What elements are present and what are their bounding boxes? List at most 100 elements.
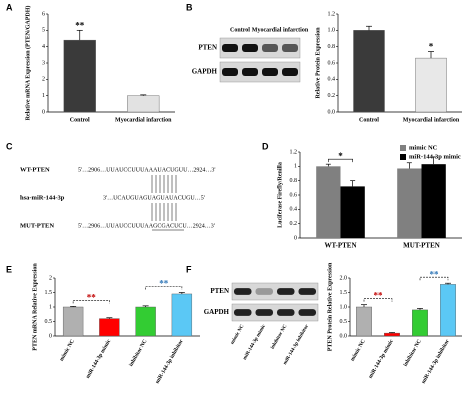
y-tick-label: 0.6 — [290, 192, 298, 198]
blot-band — [262, 68, 278, 76]
blot-row-label: PTEN — [198, 44, 217, 52]
bar — [340, 186, 365, 238]
y-tick-label: 1.2 — [328, 11, 336, 17]
blot-lane-label: miR-144-3p inhibitor — [283, 323, 310, 366]
seq: 5'…2906…UUAUCCUUUAAAUACUGUU…2924…3' — [78, 167, 216, 173]
x-tick-label: miR-144-3p mimic — [368, 338, 395, 379]
x-tick-label: Control — [359, 117, 379, 123]
bracket — [72, 300, 110, 304]
blot-row — [231, 303, 319, 322]
seq-name: MUT-PTEN — [20, 222, 54, 229]
x-tick-label: miR-144-3p inhibitor — [155, 338, 185, 385]
x-tick-label: miR-144-3p mimic — [85, 338, 112, 379]
y-tick-label: 0.5 — [340, 319, 348, 325]
bar — [171, 293, 193, 337]
bar — [384, 332, 400, 337]
y-tick-label: 0.5 — [45, 319, 53, 325]
y-tick-label: 0.2 — [290, 221, 298, 227]
x-tick-label: mimic NC — [59, 339, 76, 363]
x-tick-label: MUT-PTEN — [403, 242, 440, 250]
bar — [127, 95, 160, 113]
significance: * — [338, 151, 343, 161]
blot-band — [298, 288, 316, 295]
y-axis-label: PTEN Protein Relative Expression — [327, 262, 333, 351]
x-tick-label: WT-PTEN — [324, 242, 356, 250]
y-axis-label: PTEN mRNA Relative Expression — [32, 263, 38, 351]
bar — [356, 306, 372, 337]
blot-lane-label: Myocardial infarction — [252, 27, 309, 33]
y-tick-label: 1.2 — [290, 149, 298, 155]
blot-row-label: PTEN — [210, 287, 229, 295]
y-tick-label: 4 — [42, 44, 45, 50]
y-tick-label: 0.4 — [290, 207, 298, 213]
y-tick-label: 0.6 — [328, 60, 336, 66]
y-tick-label: 0.8 — [290, 178, 298, 184]
blot-row — [231, 282, 319, 301]
blot-row-label: GAPDH — [204, 308, 230, 316]
bracket — [328, 158, 353, 163]
y-tick-label: 2 — [49, 275, 52, 281]
blot-band — [282, 68, 298, 76]
significance: ** — [430, 269, 440, 279]
panel-letter: A — [6, 2, 13, 12]
blot-band — [255, 309, 273, 316]
y-tick-label: 1.5 — [45, 290, 53, 296]
bar — [397, 168, 422, 238]
seq-name: hsa-miR-144-3p — [20, 194, 65, 201]
y-axis-label: Relative mRNA Expression (PTEN/GAPDH) — [24, 6, 31, 121]
y-tick-label: 1.0 — [328, 28, 336, 34]
y-tick-label: 0.0 — [328, 109, 336, 115]
bar — [412, 309, 428, 337]
bracket — [419, 276, 449, 281]
blot-row — [219, 37, 301, 59]
x-tick-label: Myocardial infarction — [115, 117, 172, 123]
y-axis-label: Relative Protein Expression — [315, 27, 321, 99]
x-tick-label: inhibitor NC — [403, 339, 423, 368]
bar — [440, 284, 456, 337]
blot-band — [277, 309, 295, 316]
blot-band — [255, 288, 273, 295]
blot-band — [234, 288, 252, 295]
blot-lane-label: miR-144-3p mimic — [243, 323, 268, 361]
legend-label: mimic NC — [409, 144, 438, 151]
panel-letter: B — [186, 2, 193, 12]
bar — [62, 306, 84, 337]
panel-letter: C — [6, 141, 13, 151]
blot-band — [277, 288, 295, 295]
blot-lane-label: inhibitor NC — [270, 324, 288, 350]
bar — [421, 164, 446, 238]
legend-label: miR-144-3p mimic — [409, 153, 461, 160]
seq: 3'…UCAUGUAGUAGUAUACUGU…5' — [103, 195, 205, 201]
y-tick-label: 1 — [42, 93, 45, 99]
seq: 5'…2906…UUAUCCUUUAAGCGACUCU…2924…3' — [78, 223, 215, 229]
y-tick-label: 0.0 — [340, 333, 348, 339]
x-tick-label: mimic NC — [350, 339, 367, 363]
bar — [353, 30, 385, 113]
y-axis-label: Luciferase Firefly/Renilla — [277, 162, 283, 228]
bar — [415, 57, 447, 113]
pairing-lines — [151, 175, 184, 231]
y-tick-label: 0 — [294, 235, 297, 241]
panel-letter: E — [6, 264, 12, 274]
x-tick-label: miR-144-3p inhibitor — [421, 338, 451, 385]
bracket — [363, 298, 393, 302]
bar — [63, 39, 96, 113]
y-tick-label: 0 — [49, 333, 52, 339]
y-tick-label: 5 — [42, 28, 45, 34]
blot-band — [222, 44, 238, 52]
bar — [316, 166, 341, 238]
significance: ** — [75, 20, 85, 30]
y-tick-label: 0.4 — [328, 77, 336, 83]
significance: ** — [87, 292, 97, 302]
y-tick-label: 0.8 — [328, 44, 336, 50]
y-tick-label: 2.0 — [340, 275, 348, 281]
y-tick-label: 1.0 — [340, 304, 348, 310]
blot-row-label: GAPDH — [192, 68, 218, 76]
x-tick-label: inhibitor NC — [128, 339, 148, 368]
blot-lane-label: mimic NC — [230, 324, 245, 346]
blot-row — [219, 61, 301, 83]
blot-band — [262, 44, 278, 52]
bar — [99, 318, 120, 337]
y-tick-label: 1 — [294, 164, 297, 170]
